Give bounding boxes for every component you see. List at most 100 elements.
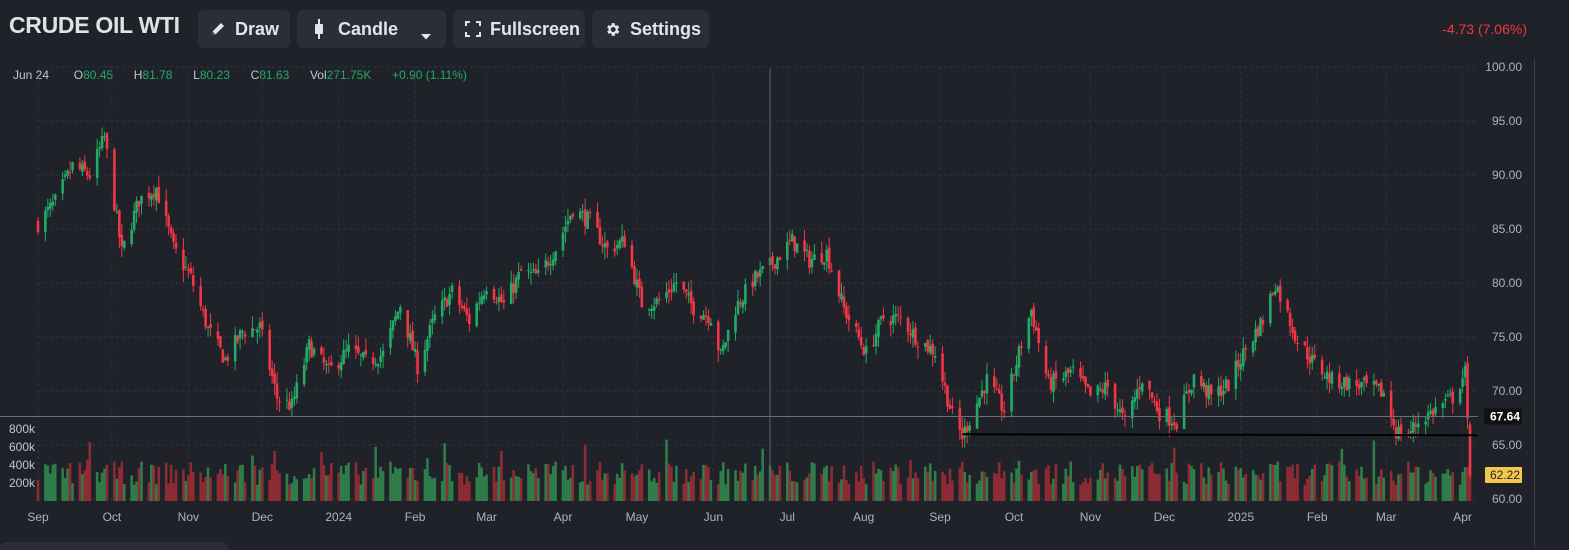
volume-bar xyxy=(1012,482,1016,501)
volume-bar xyxy=(1079,484,1082,501)
candle-body xyxy=(391,320,395,331)
volume-bar xyxy=(847,483,851,501)
candle-body xyxy=(1382,392,1386,397)
volume-bar xyxy=(206,467,210,501)
volume-bar xyxy=(495,481,498,501)
volume-bar xyxy=(167,483,170,501)
volume-bar xyxy=(342,473,345,501)
volume-bar xyxy=(527,464,530,501)
candle-body xyxy=(445,299,449,307)
volume-bar xyxy=(1389,470,1393,501)
candle-body xyxy=(684,289,688,293)
volume-bar xyxy=(652,477,656,501)
volume-bar xyxy=(1308,475,1312,501)
candle-body xyxy=(1414,424,1418,427)
volume-bar xyxy=(1320,481,1324,501)
volume-bar xyxy=(1123,476,1127,501)
volume-bar xyxy=(993,472,996,501)
volume-bar xyxy=(739,470,742,501)
volume-bar xyxy=(1347,481,1351,501)
candle-body xyxy=(1118,409,1122,413)
candle-body xyxy=(623,236,626,248)
candle-body xyxy=(899,316,902,318)
candle-body xyxy=(270,368,274,377)
candle-body xyxy=(83,161,87,170)
volume-bar xyxy=(1138,464,1142,501)
candle-body xyxy=(1182,394,1186,429)
candle-body xyxy=(739,303,742,305)
volume-bar xyxy=(88,442,92,501)
volume-bar xyxy=(830,466,833,501)
volume-bar xyxy=(931,481,934,501)
candle-body xyxy=(376,364,380,367)
candle-body xyxy=(122,240,126,248)
volume-bar xyxy=(1131,466,1134,501)
volume-bar xyxy=(1254,474,1257,501)
candle-body xyxy=(1219,385,1223,397)
volume-bar xyxy=(201,481,205,501)
candle-body xyxy=(790,233,794,242)
settings-label: Settings xyxy=(630,18,702,39)
candle-body xyxy=(512,283,515,293)
settings-button[interactable]: Settings xyxy=(592,10,709,48)
candle-body xyxy=(157,186,161,203)
candle-body xyxy=(354,345,358,350)
candle-body xyxy=(741,301,745,308)
volume-bar xyxy=(413,479,417,501)
candle-body xyxy=(874,333,878,347)
volume-bar xyxy=(635,474,639,501)
volume-bar xyxy=(1276,461,1280,501)
volume-bar xyxy=(914,472,917,501)
volume-bar xyxy=(354,461,358,501)
last-price-badge xyxy=(1485,467,1522,484)
volume-bar xyxy=(756,474,759,501)
volume-bar xyxy=(118,467,121,501)
volume-bar xyxy=(1227,483,1230,501)
volume-bar xyxy=(293,476,296,501)
candle-body xyxy=(406,310,410,338)
volume-bar xyxy=(1412,472,1415,501)
volume-bar xyxy=(1241,477,1245,501)
volume-bar xyxy=(716,484,720,501)
candle-body xyxy=(448,294,451,305)
fullscreen-label: Fullscreen xyxy=(490,18,581,39)
volume-bar xyxy=(1407,461,1410,501)
volume-bar xyxy=(615,473,619,501)
candle-body xyxy=(845,306,848,319)
volume-bar xyxy=(63,478,67,501)
candle-body xyxy=(305,347,308,363)
candle-body xyxy=(808,250,811,268)
fullscreen-button[interactable]: Fullscreen xyxy=(453,10,585,48)
volume-bar xyxy=(1217,472,1220,501)
candle-body xyxy=(1096,385,1100,396)
candle-body xyxy=(1227,379,1230,392)
volume-bar xyxy=(758,471,762,501)
volume-bar xyxy=(1234,466,1238,501)
volume-bar xyxy=(1313,464,1317,501)
bottom-panel-tab[interactable] xyxy=(0,542,228,550)
volume-bar xyxy=(389,461,392,501)
volume-bar xyxy=(578,482,582,501)
volume-bar xyxy=(71,483,74,501)
volume-bar xyxy=(187,475,190,501)
volume-bar xyxy=(238,465,242,501)
candle-body xyxy=(896,314,900,316)
volume-bar xyxy=(1032,470,1036,501)
volume-bar xyxy=(983,472,986,501)
candle-body xyxy=(862,347,865,355)
candle-body xyxy=(803,240,806,252)
volume-bar xyxy=(751,480,755,501)
candle-body xyxy=(911,329,915,338)
volume-bar xyxy=(822,467,826,501)
volume-bar xyxy=(140,461,143,501)
volume-bar xyxy=(1375,483,1378,501)
candle-body xyxy=(707,316,710,323)
time-tick-label: Mar xyxy=(1376,510,1397,524)
chart-type-dropdown[interactable]: Candle xyxy=(297,10,446,48)
draw-button[interactable]: Draw xyxy=(198,10,290,48)
candle-body xyxy=(1347,378,1351,389)
candle-body xyxy=(581,211,584,213)
legend-high-label: H xyxy=(133,68,143,82)
volume-bar xyxy=(613,484,617,501)
